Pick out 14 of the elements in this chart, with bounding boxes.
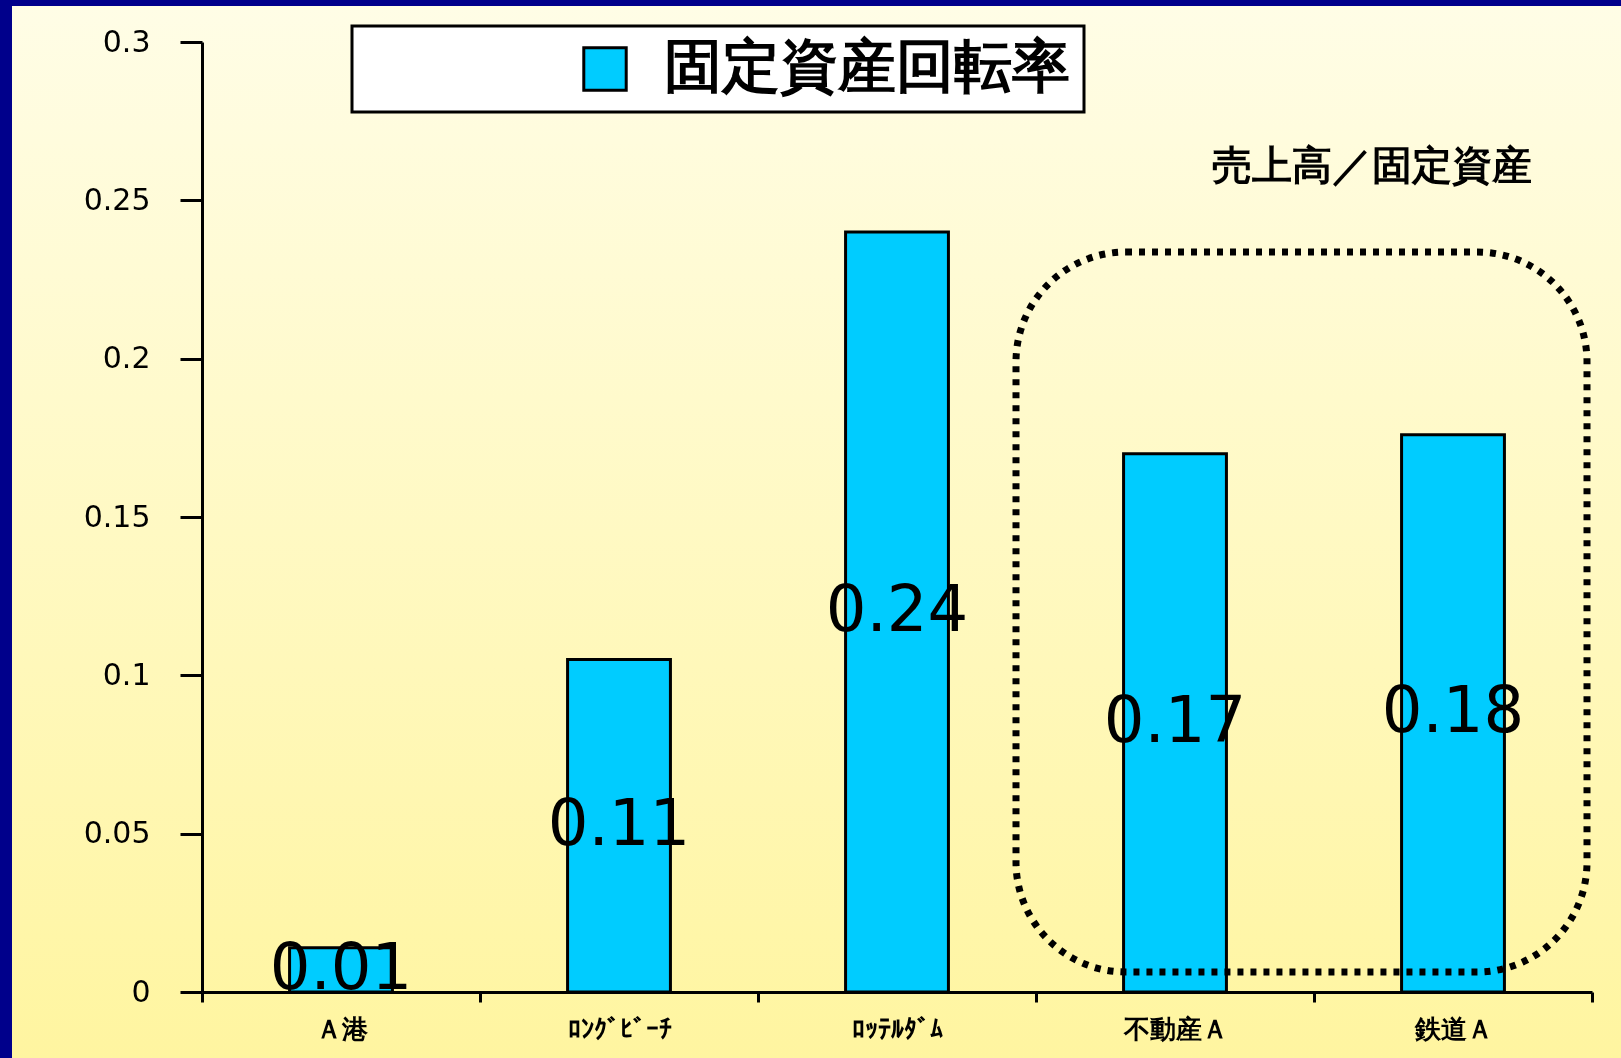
x-tick-label: 不動産Ａ — [1122, 1013, 1228, 1044]
y-tick-label: 0.3 — [102, 23, 151, 59]
y-tick-label: 0.1 — [102, 656, 151, 692]
x-tick-label: ﾛｯﾃﾙﾀﾞﾑ — [852, 1013, 943, 1044]
x-tick-label: Ａ港 — [315, 1013, 369, 1044]
x-tick-label: ﾛﾝｸﾞﾋﾞｰﾁ — [567, 1013, 672, 1044]
y-tick-label: 0.05 — [83, 815, 151, 851]
legend-label: 固定資産回転率 — [664, 32, 1070, 100]
y-tick-label: 0.2 — [102, 340, 151, 376]
x-tick-label: 鉄道Ａ — [1413, 1013, 1493, 1044]
y-tick-label: 0 — [131, 973, 151, 1009]
y-tick-label: 0.15 — [83, 498, 151, 534]
y-tick-label: 0.25 — [83, 181, 151, 217]
annotation: 売上高／固定資産 — [1212, 142, 1532, 188]
